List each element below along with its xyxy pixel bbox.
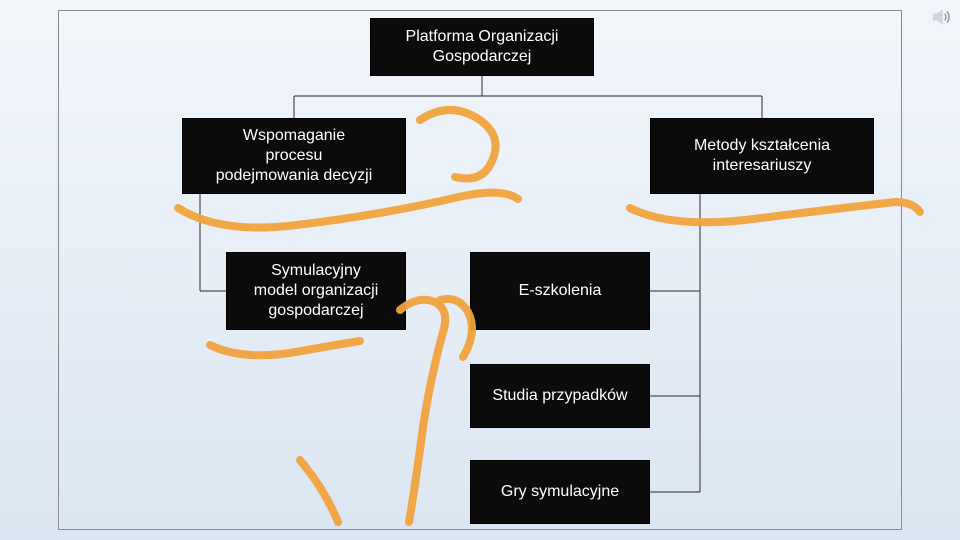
speaker-icon (930, 6, 952, 28)
node-metody: Metody kształcenia interesariuszy (650, 118, 874, 194)
node-root: Platforma Organizacji Gospodarczej (370, 18, 594, 76)
node-label: Metody kształcenia interesariuszy (694, 136, 830, 176)
node-label: Gry symulacyjne (501, 482, 619, 502)
node-wspom: Wspomaganie procesu podejmowania decyzji (182, 118, 406, 194)
node-label: Studia przypadków (492, 386, 627, 406)
node-symul: Symulacyjny model organizacji gospodarcz… (226, 252, 406, 330)
node-label: Symulacyjny model organizacji gospodarcz… (254, 261, 379, 321)
node-label: E-szkolenia (519, 281, 602, 301)
node-studia: Studia przypadków (470, 364, 650, 428)
node-gry: Gry symulacyjne (470, 460, 650, 524)
node-eszk: E-szkolenia (470, 252, 650, 330)
node-label: Wspomaganie procesu podejmowania decyzji (216, 126, 373, 186)
node-label: Platforma Organizacji Gospodarczej (406, 27, 559, 67)
